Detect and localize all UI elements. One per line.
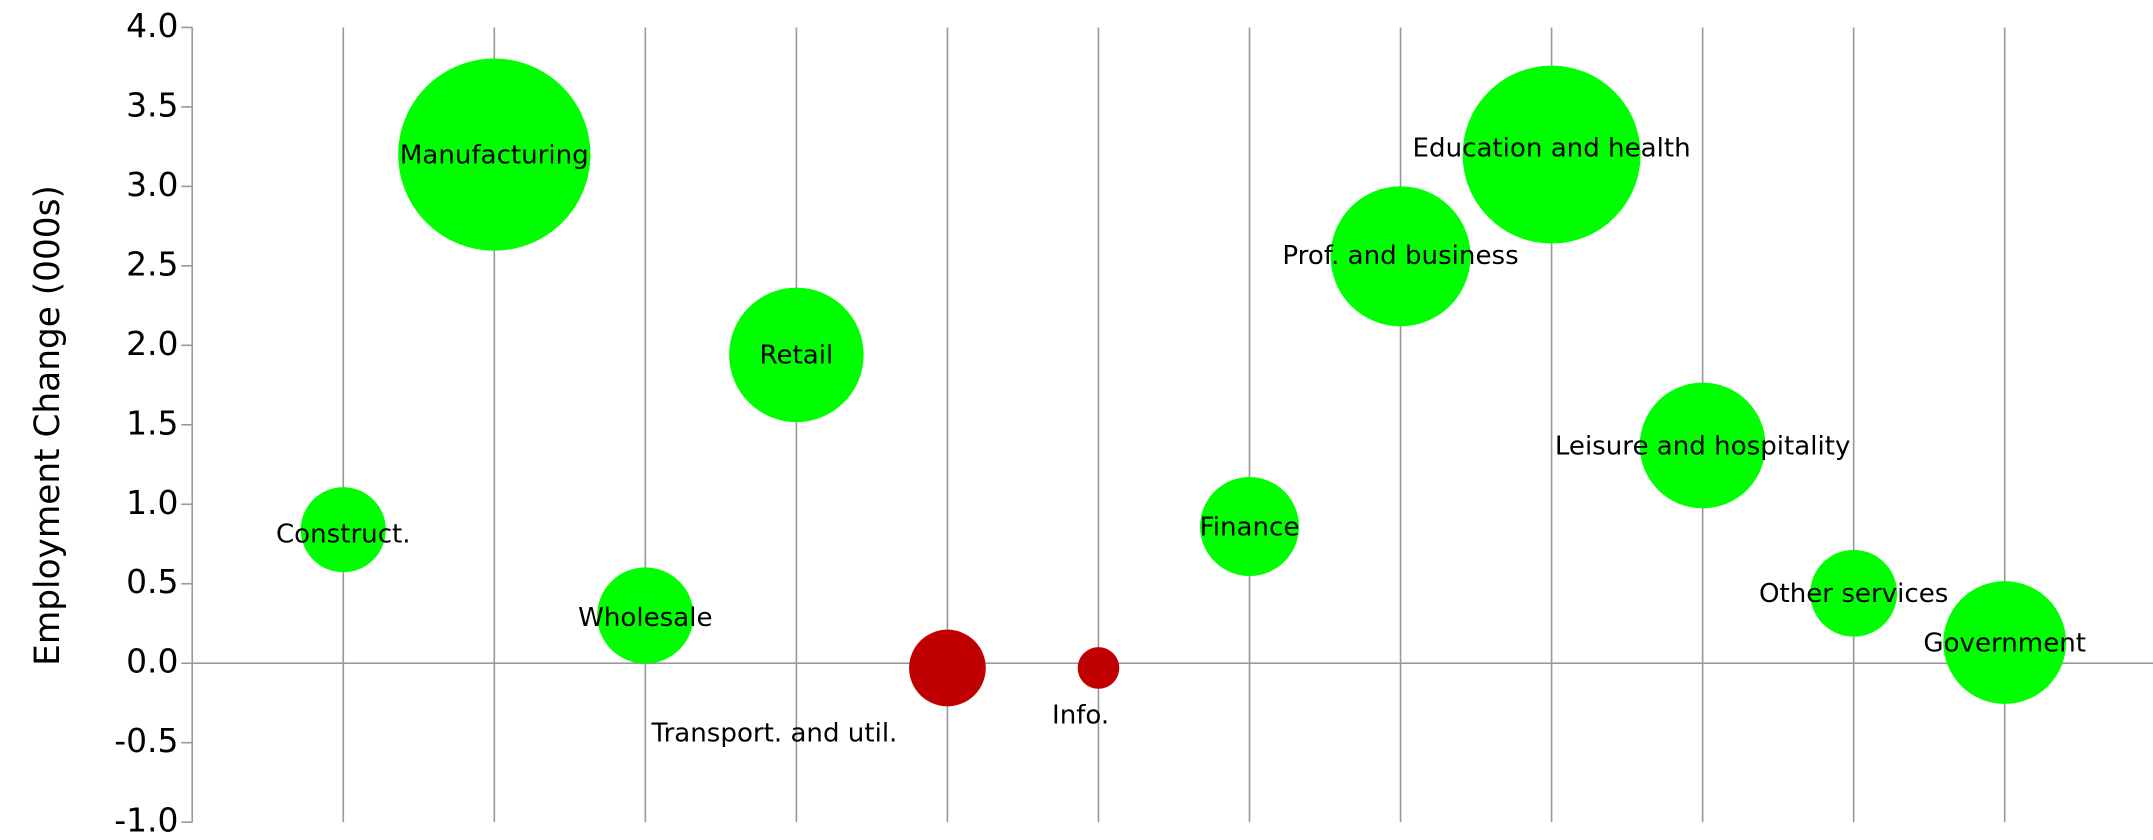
bubble bbox=[300, 487, 386, 573]
y-axis-label: Employment Change (000s) bbox=[28, 185, 68, 666]
y-tick-label: 0.0 bbox=[126, 642, 178, 681]
bubble-label: Construct. bbox=[276, 520, 411, 550]
bubble-label: Wholesale bbox=[578, 603, 712, 633]
bubble-label: Transport. and util. bbox=[650, 718, 897, 748]
y-tick-label: 1.0 bbox=[126, 483, 178, 522]
bubble bbox=[1077, 647, 1120, 689]
y-tick-label: 2.5 bbox=[126, 244, 178, 283]
y-tick-label: -0.5 bbox=[114, 721, 178, 760]
y-tick-label: 3.0 bbox=[126, 165, 178, 204]
bubble bbox=[729, 287, 864, 423]
y-tick-label: -1.0 bbox=[114, 801, 178, 840]
bubble-label: Government bbox=[1923, 628, 2086, 658]
bubble-label: Finance bbox=[1200, 512, 1300, 542]
bubble-label: Leisure and hospitality bbox=[1555, 431, 1851, 461]
bubble bbox=[597, 567, 694, 664]
bubble-label: Prof. and business bbox=[1282, 241, 1518, 271]
y-tick-label: 2.0 bbox=[126, 324, 178, 363]
y-tick-label: 0.5 bbox=[126, 562, 178, 601]
bubble-label: Manufacturing bbox=[400, 140, 589, 170]
bubble bbox=[1330, 186, 1471, 327]
y-tick-label: 3.5 bbox=[126, 85, 178, 124]
bubble-label: Retail bbox=[760, 341, 834, 371]
bubble bbox=[1639, 382, 1766, 509]
bubble bbox=[1810, 549, 1898, 637]
bubble bbox=[909, 629, 986, 707]
bubble-label: Education and health bbox=[1413, 134, 1691, 164]
bubble bbox=[398, 58, 591, 251]
y-tick-label: 1.5 bbox=[126, 403, 178, 442]
bubble bbox=[1462, 65, 1641, 244]
y-tick-label: 4.0 bbox=[126, 6, 178, 45]
bubble-label: Other services bbox=[1759, 579, 1948, 609]
bubble-label: Info. bbox=[1052, 701, 1109, 731]
bubble bbox=[1200, 477, 1300, 577]
bubble bbox=[1943, 581, 2067, 704]
